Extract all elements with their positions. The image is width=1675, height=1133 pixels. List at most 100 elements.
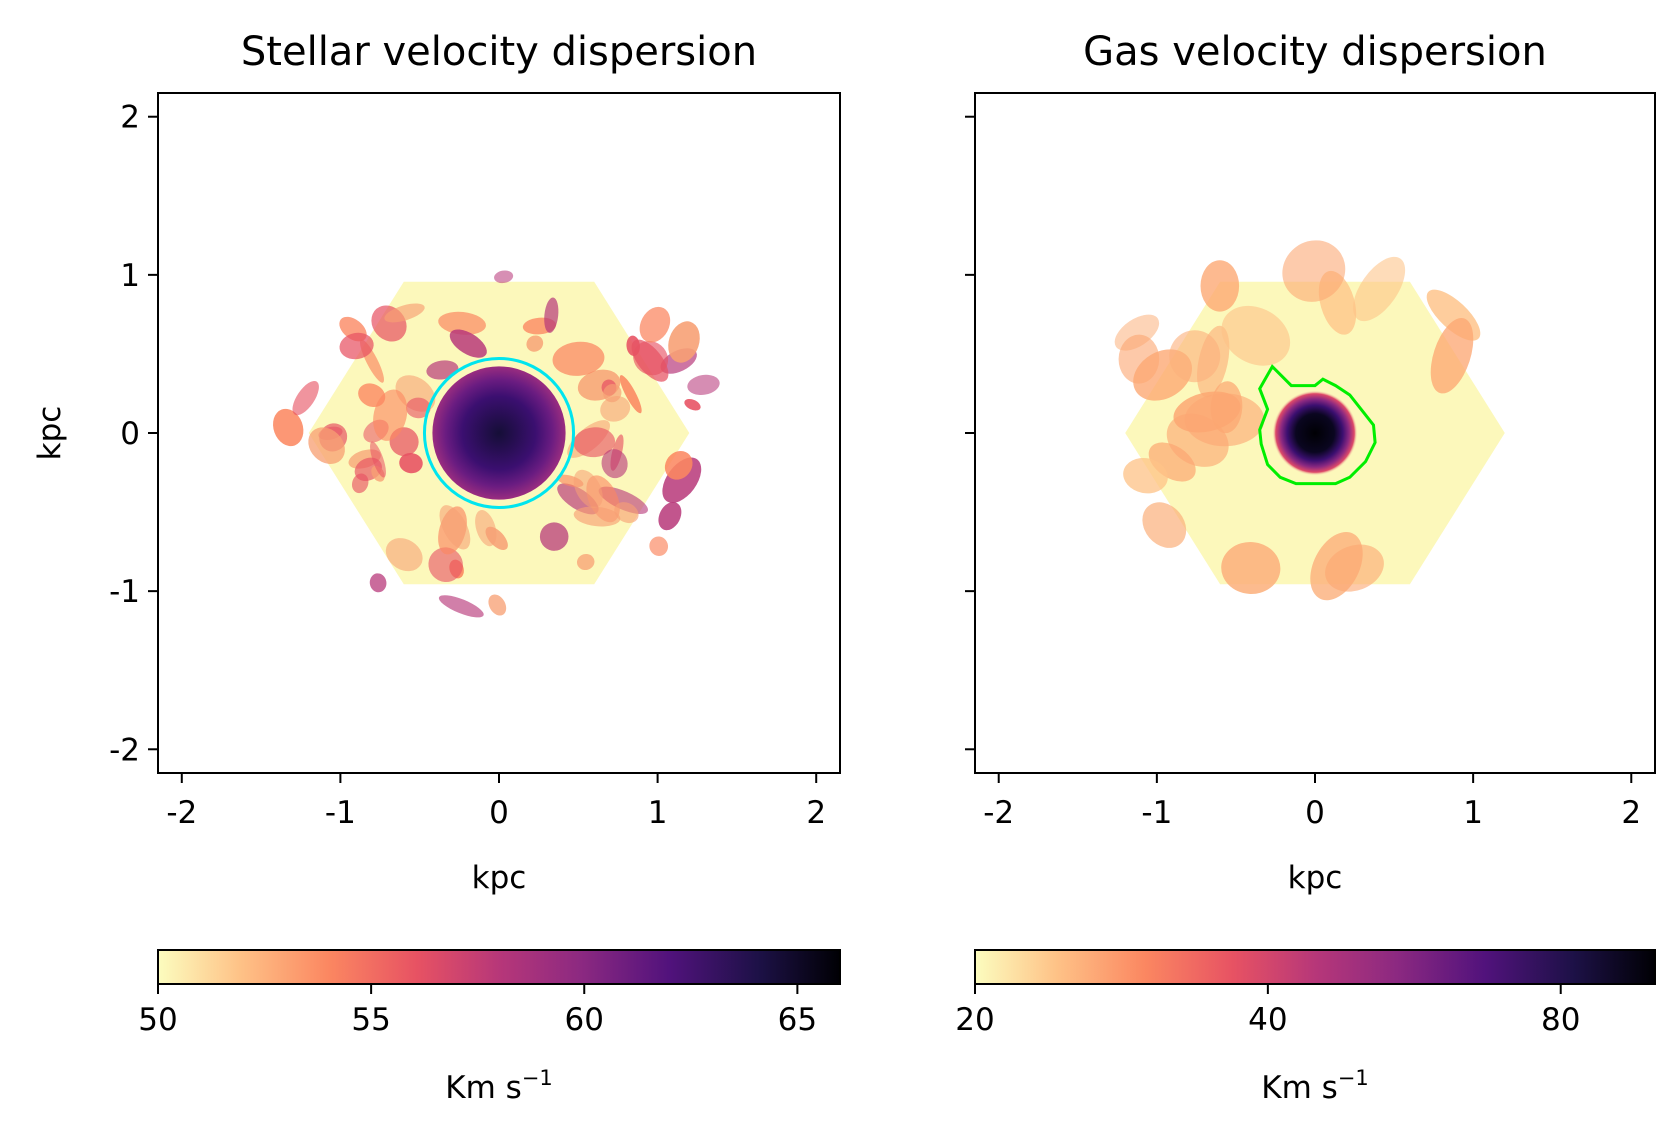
dispersion-blob xyxy=(399,452,423,474)
dispersion-blob xyxy=(603,383,622,403)
dispersion-blob xyxy=(439,505,471,550)
dispersion-blob xyxy=(1169,330,1221,383)
dispersion-blob xyxy=(668,321,700,363)
x-axis-ticks: -2 -1 0 1 2 xyxy=(166,773,826,831)
dispersion-blob xyxy=(639,306,671,343)
y-tick-label: 2 xyxy=(120,100,140,136)
dispersion-blob xyxy=(1221,305,1291,366)
colorbar-tick-label: 60 xyxy=(565,1002,604,1038)
dispersion-blob xyxy=(1325,544,1384,592)
dispersion-blob xyxy=(485,526,508,551)
dispersion-blob xyxy=(308,427,345,465)
dispersion-blob xyxy=(649,536,669,556)
dispersion-blob xyxy=(385,538,423,572)
dispersion-blob xyxy=(544,297,559,333)
dispersion-blob xyxy=(406,397,431,419)
dispersion-blob xyxy=(601,449,628,479)
x-tick-label: -2 xyxy=(983,795,1014,831)
gas-contour xyxy=(1258,364,1377,486)
dispersion-blob xyxy=(619,375,642,414)
stellar-panel: Stellar velocity dispersion -2 -1 0 1 2 -2 -1… xyxy=(32,29,841,1106)
dispersion-blob xyxy=(664,450,693,480)
dispersion-blob xyxy=(373,389,408,441)
dispersion-blob xyxy=(552,341,605,376)
dispersion-blob xyxy=(351,473,369,494)
colorbar-tick-label: 55 xyxy=(351,1002,390,1038)
x-tick-label: 1 xyxy=(648,795,668,831)
x-axis-label: kpc xyxy=(472,860,527,896)
gas-panel: Gas velocity dispersion -2 -1 0 1 2 kpc 2 0 40… xyxy=(955,29,1656,1106)
y-tick-label: 0 xyxy=(120,416,140,452)
dispersion-core xyxy=(432,366,566,500)
dispersion-blob xyxy=(438,311,486,335)
y-axis-ticks xyxy=(965,115,975,751)
dispersion-blob xyxy=(614,502,639,524)
dispersion-blob xyxy=(384,303,425,323)
x-tick-label: 2 xyxy=(806,795,826,831)
colorbar-tick-label: 50 xyxy=(138,1002,177,1038)
x-tick-label: 2 xyxy=(1621,795,1641,831)
x-tick-label: 1 xyxy=(1463,795,1483,831)
x-tick-label: -1 xyxy=(325,795,356,831)
colorbar-label: Km s−1 xyxy=(1261,1066,1369,1106)
dispersion-blob xyxy=(687,374,720,396)
dispersion-blob xyxy=(631,339,669,382)
dispersion-blob xyxy=(1282,240,1346,302)
colorbar-ticks: 20 40 80 xyxy=(955,984,1580,1038)
dispersion-blob xyxy=(1430,317,1474,394)
x-tick-label: -2 xyxy=(166,795,197,831)
chart-title: Gas velocity dispersion xyxy=(1083,29,1547,75)
dispersion-blob xyxy=(600,395,631,422)
colorbar xyxy=(157,949,841,985)
dispersion-blob xyxy=(526,335,544,352)
dispersion-blob xyxy=(339,332,374,360)
colorbar-tick-label: 80 xyxy=(1541,1002,1580,1038)
dispersion-blob xyxy=(292,380,319,416)
dispersion-blob xyxy=(370,441,386,478)
dispersion-blob xyxy=(369,573,387,593)
dispersion-blob xyxy=(488,594,507,616)
dispersion-blob xyxy=(273,408,304,447)
colorbar-label-exponent: −1 xyxy=(522,1066,553,1090)
y-axis-ticks: -2 -1 0 1 2 xyxy=(109,100,158,768)
dispersion-blob xyxy=(1123,457,1168,494)
x-axis-label: kpc xyxy=(1288,860,1343,896)
dispersion-blob xyxy=(573,427,616,458)
dispersion-blob xyxy=(576,553,595,571)
dispersion-blob xyxy=(428,547,463,583)
dispersion-blob xyxy=(494,270,514,284)
dispersion-blob xyxy=(539,522,569,551)
dispersion-blob xyxy=(573,506,621,527)
dispersion-blob xyxy=(1142,502,1187,548)
x-tick-label: 0 xyxy=(1305,795,1325,831)
y-axis-label: kpc xyxy=(32,406,68,461)
x-axis-ticks: -2 -1 0 1 2 xyxy=(983,773,1641,831)
colorbar xyxy=(974,949,1656,985)
colorbar-label: Km s−1 xyxy=(445,1066,553,1106)
x-tick-label: -1 xyxy=(1141,795,1172,831)
y-tick-label: -1 xyxy=(109,574,140,610)
dispersion-blob xyxy=(438,595,484,618)
dispersion-blob xyxy=(658,502,682,531)
dispersion-blob xyxy=(573,469,603,509)
dispersion-core xyxy=(1272,390,1358,476)
dispersion-blob xyxy=(1353,256,1406,322)
stellar-dispersion-map xyxy=(273,270,720,618)
dispersion-blob xyxy=(1221,541,1281,595)
dispersion-blob xyxy=(1200,260,1240,312)
colorbar-tick-label: 65 xyxy=(778,1002,817,1038)
dispersion-blob xyxy=(684,398,701,411)
y-tick-label: 1 xyxy=(120,258,140,294)
colorbar-tick-label: 40 xyxy=(1248,1002,1287,1038)
dispersion-blob xyxy=(1184,393,1265,447)
stellar-aperture-circle xyxy=(422,356,576,510)
colorbar-ticks: 50 55 60 65 xyxy=(138,984,817,1038)
dispersion-blob xyxy=(557,483,599,515)
colorbar-label-base: Km s xyxy=(1261,1070,1338,1106)
colorbar-label-exponent: −1 xyxy=(1338,1066,1369,1090)
y-tick-label: -2 xyxy=(109,732,140,768)
colorbar-label-base: Km s xyxy=(445,1070,522,1106)
chart-title: Stellar velocity dispersion xyxy=(241,29,757,75)
gas-dispersion-map xyxy=(1114,240,1481,601)
